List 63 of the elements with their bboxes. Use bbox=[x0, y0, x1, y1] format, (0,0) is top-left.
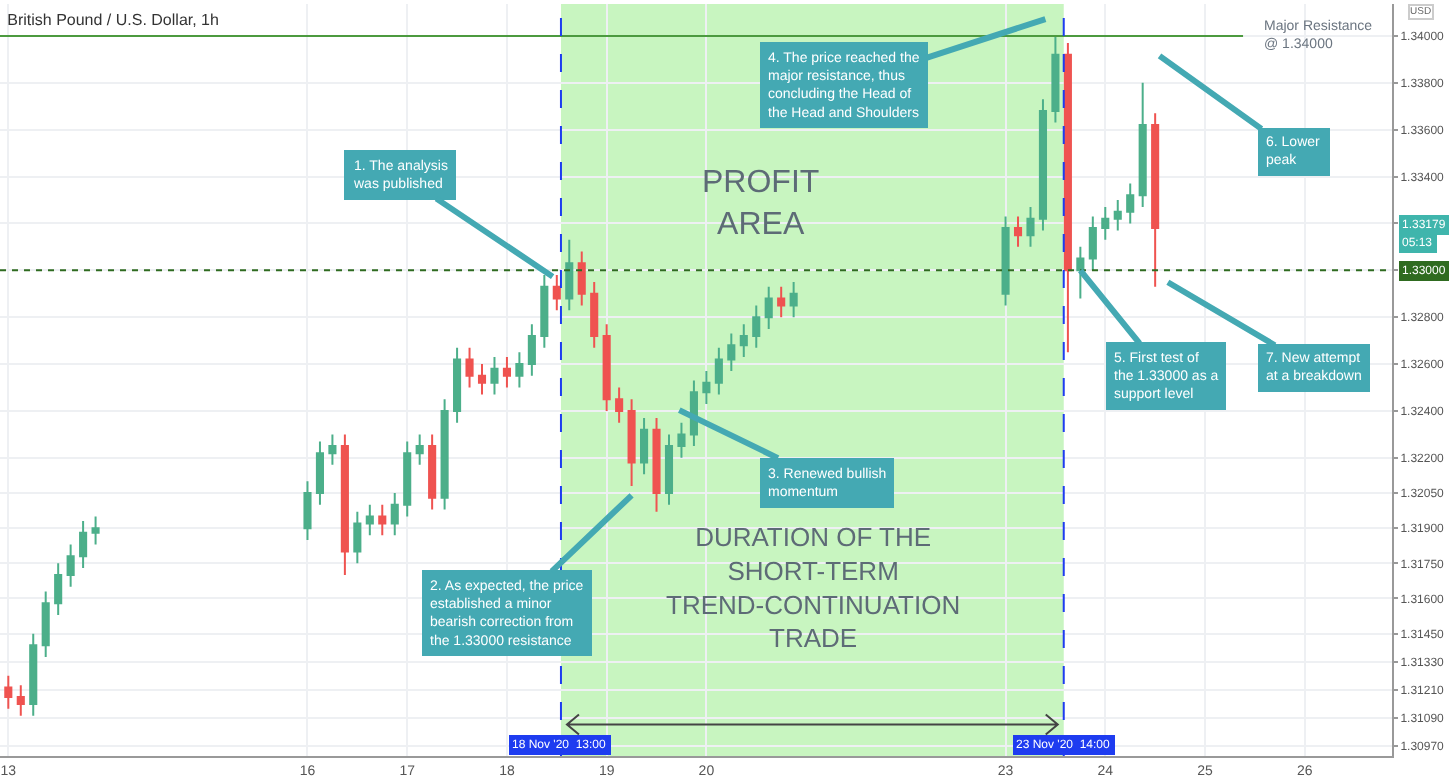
candlestick bbox=[41, 590, 50, 659]
candlestick bbox=[602, 323, 611, 412]
candlestick bbox=[16, 684, 25, 717]
candlestick bbox=[490, 356, 499, 396]
candlestick bbox=[440, 398, 449, 511]
candlestick bbox=[752, 304, 761, 349]
candlestick bbox=[315, 440, 324, 506]
candlestick bbox=[1076, 245, 1085, 300]
candlestick bbox=[1001, 215, 1010, 307]
band-label: PROFIT AREA bbox=[702, 166, 820, 242]
candlestick bbox=[353, 510, 362, 565]
candlestick bbox=[1013, 215, 1023, 248]
candlestick bbox=[739, 323, 748, 359]
candlestick bbox=[91, 515, 100, 546]
candlestick bbox=[1088, 215, 1097, 272]
candlestick bbox=[664, 433, 674, 506]
candlestick bbox=[79, 520, 88, 569]
candlestick bbox=[4, 674, 13, 710]
candlestick bbox=[789, 281, 798, 319]
candlestick bbox=[727, 332, 736, 373]
candlestick bbox=[627, 398, 636, 487]
candlestick bbox=[677, 421, 686, 459]
candlestick bbox=[640, 416, 649, 476]
candlestick bbox=[1138, 81, 1147, 208]
candlestick bbox=[714, 346, 723, 396]
candlestick bbox=[1126, 182, 1135, 225]
candlestick bbox=[590, 281, 599, 349]
candlestick bbox=[764, 285, 773, 330]
candlestick bbox=[328, 433, 337, 466]
candlestick bbox=[1101, 206, 1110, 241]
candlestick bbox=[615, 386, 624, 424]
candlestick bbox=[1113, 198, 1122, 232]
candlestick bbox=[1038, 98, 1048, 232]
candlestick bbox=[702, 370, 711, 405]
candlestick bbox=[777, 285, 786, 319]
candlestick bbox=[54, 562, 63, 616]
candlestick bbox=[378, 503, 387, 537]
candlestick bbox=[428, 433, 437, 511]
candlestick bbox=[1151, 112, 1160, 288]
candlestick bbox=[477, 363, 487, 396]
candlestick bbox=[66, 543, 75, 588]
candlestick bbox=[540, 273, 549, 349]
annotation: DURATION OF THE SHORT-TERM TREND-CONTINUATION TRADE bbox=[666, 522, 961, 654]
candlestick bbox=[552, 273, 561, 312]
candlestick bbox=[453, 346, 462, 424]
candlestick bbox=[565, 238, 574, 312]
candlestick bbox=[502, 356, 511, 389]
candlestick bbox=[465, 346, 474, 389]
candlestick bbox=[515, 351, 524, 389]
candlestick bbox=[527, 323, 536, 377]
candlestick bbox=[577, 250, 586, 307]
text: British Pound / U.S. Dollar, 1h bbox=[7, 11, 219, 30]
candlestick bbox=[29, 632, 38, 717]
candlestick bbox=[652, 416, 661, 513]
candlestick bbox=[403, 440, 412, 518]
candlestick bbox=[303, 480, 312, 541]
candlestick bbox=[1063, 41, 1072, 354]
candlestick bbox=[340, 433, 349, 577]
candlestick bbox=[1026, 206, 1035, 248]
candlestick bbox=[365, 503, 374, 537]
candlestick bbox=[415, 433, 424, 466]
candlestick bbox=[1051, 34, 1060, 124]
candlestick bbox=[390, 491, 399, 537]
